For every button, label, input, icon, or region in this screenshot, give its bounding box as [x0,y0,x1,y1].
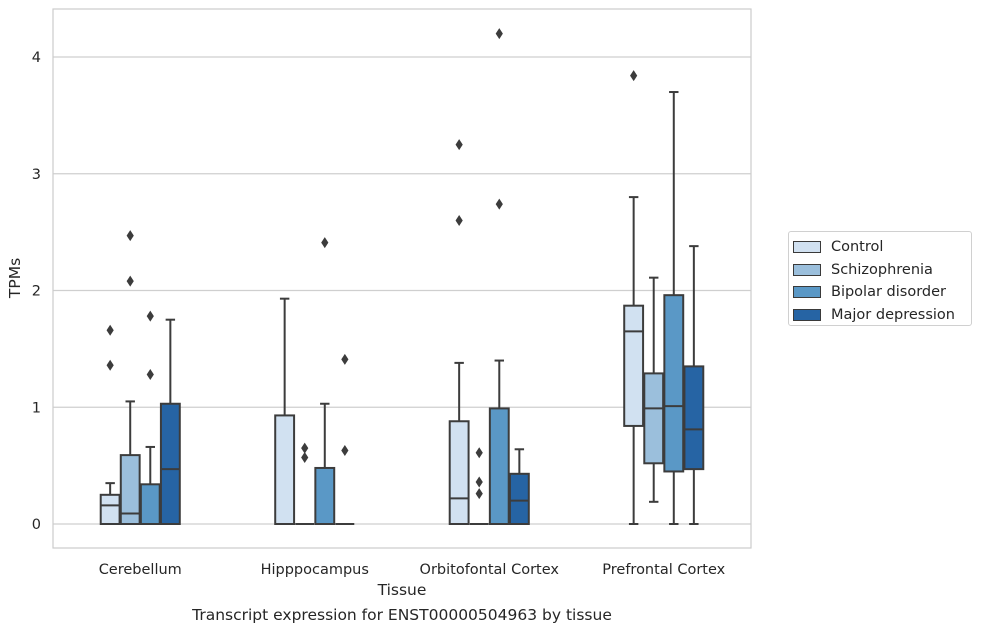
box [623,304,645,427]
box [314,466,336,525]
legend-label: Control [831,239,884,256]
plot-area [53,9,751,548]
x-axis-label: Tissue [377,581,427,599]
legend-label: Schizophrenia [831,261,933,278]
outlier-point [455,139,463,151]
y-tick-labels: 0 1 2 3 4 [32,50,41,533]
legend-swatch [793,263,821,276]
outlier-point [630,70,638,82]
box [159,402,181,525]
outlier-point [495,28,503,40]
outlier-point [146,369,154,381]
y-axis-label: TPMs [6,258,24,299]
x-tick-label: Orbitofontal Cortex [420,562,560,578]
legend-item: Major depression [793,304,971,327]
box [508,472,530,525]
x-tick-label: Hipppocampus [261,562,369,578]
box [274,414,296,525]
box [119,454,141,525]
legend-label: Bipolar disorder [831,284,946,301]
outlier-point [106,324,114,336]
plot-frame [52,8,752,549]
y-tick-label: 3 [32,167,41,183]
outlier-point [455,214,463,226]
outlier-point [475,447,483,459]
x-tick-labels: Cerebellum Hipppocampus Orbitofontal Corte… [99,562,726,578]
outlier-point [475,476,483,488]
box [663,294,685,473]
x-tick-label: Cerebellum [99,562,182,578]
outlier-point [106,359,114,371]
outlier-point [321,237,329,249]
legend-item: Control [793,236,971,259]
outlier-point [341,444,349,456]
legend: Control Schizophrenia Bipolar disorder Majo… [788,231,972,326]
box [488,407,510,526]
legend-item: Schizophrenia [793,259,971,282]
legend-item: Bipolar disorder [793,281,971,304]
y-tick-label: 0 [32,517,41,533]
outlier-point [341,353,349,365]
y-tick-label: 1 [32,400,41,416]
outlier-point [126,275,134,287]
outlier-point [301,442,309,454]
chart-caption: Transcript expression for ENST0000050496… [192,606,612,624]
y-tick-label: 4 [32,50,41,66]
outlier-point [495,198,503,210]
y-tick-label: 2 [32,284,41,300]
x-tick-label: Prefrontal Cortex [602,562,725,578]
box [99,493,121,525]
box [643,372,665,465]
outlier-point [126,230,134,242]
outlier-point [301,451,309,463]
outlier-point [475,488,483,500]
legend-swatch [793,308,821,321]
legend-label: Major depression [831,306,955,323]
box [683,365,705,471]
box-series [99,28,705,526]
legend-swatch [793,241,821,254]
legend-swatch [793,286,821,299]
box [139,483,161,525]
box [448,420,470,526]
outlier-point [146,310,154,322]
